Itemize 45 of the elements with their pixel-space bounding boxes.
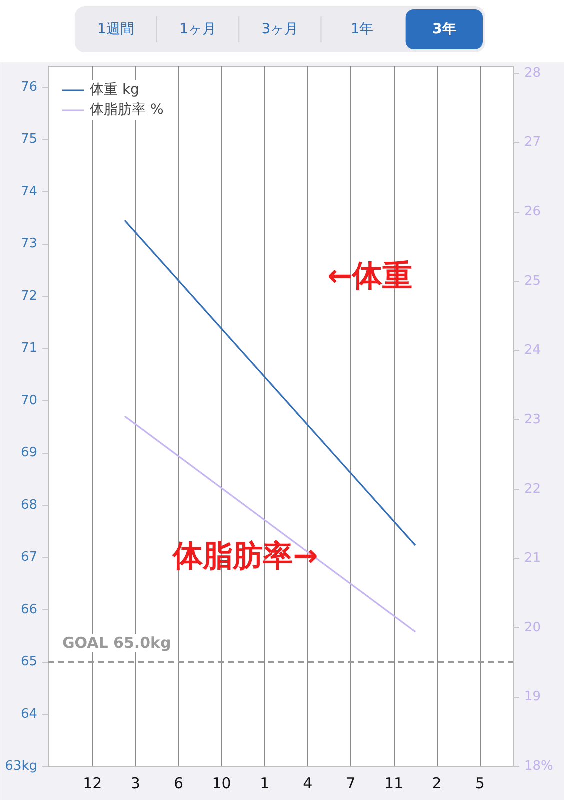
- y2-tick-label: 19: [524, 690, 542, 705]
- y-tick-label: 72: [20, 288, 38, 304]
- text: 3年: [432, 22, 456, 38]
- y-tick-label: 76: [20, 80, 38, 95]
- y2-tick-label: 25: [524, 274, 542, 289]
- y2-tick-label: 22: [524, 482, 542, 497]
- y2-tick-label: 26: [524, 204, 542, 220]
- y-tick-label: 75: [20, 132, 38, 148]
- y-tick-label: 70: [20, 393, 38, 408]
- text: 1週間: [97, 22, 134, 38]
- y-tick-label: 66: [20, 602, 38, 618]
- y2-tick-label: 23: [524, 412, 542, 428]
- y2-tick-label: 24: [524, 343, 542, 358]
- x-tick-label: 2: [432, 774, 442, 792]
- x-tick-label: 7: [346, 774, 356, 792]
- annotation: 体脂肪率→: [172, 539, 318, 574]
- y-tick-label: 67: [20, 550, 38, 566]
- x-tick-label: 4: [303, 774, 313, 792]
- y2-tick-label: 20: [524, 620, 542, 636]
- x-tick-label: 11: [384, 774, 404, 792]
- ref-line-label: GOAL 65.0kg: [62, 634, 172, 652]
- text: 1年: [350, 22, 374, 38]
- x-tick-label: 1: [260, 774, 270, 792]
- y-tick-label: 71: [20, 341, 38, 356]
- annotation: ←体重: [328, 259, 413, 294]
- x-tick-label: 5: [475, 774, 485, 792]
- y2-tick-label: 21: [524, 551, 542, 566]
- x-tick-label: 3: [130, 774, 140, 792]
- x-tick-label: 12: [83, 774, 102, 792]
- x-tick-label: 6: [174, 774, 184, 792]
- y-tick-label: 69: [20, 446, 38, 461]
- y2-tick-label: 27: [524, 135, 542, 150]
- x-tick-label: 10: [212, 774, 232, 792]
- y-tick-label: 65: [20, 654, 38, 670]
- y-tick-label: 64: [20, 706, 38, 722]
- y-tick-label: 73: [20, 236, 38, 252]
- legend-label: 体脂肪率 %: [90, 101, 164, 119]
- legend-label: 体重 kg: [90, 81, 140, 99]
- y-tick-label: 63kg: [5, 759, 38, 774]
- text: 3ヶ月: [262, 22, 299, 38]
- y2-tick-label: 18%: [524, 759, 554, 774]
- y-tick-label: 74: [20, 184, 38, 200]
- y-tick-label: 68: [20, 498, 38, 513]
- y2-tick-label: 28: [524, 66, 542, 81]
- text: 1ヶ月: [180, 22, 217, 38]
